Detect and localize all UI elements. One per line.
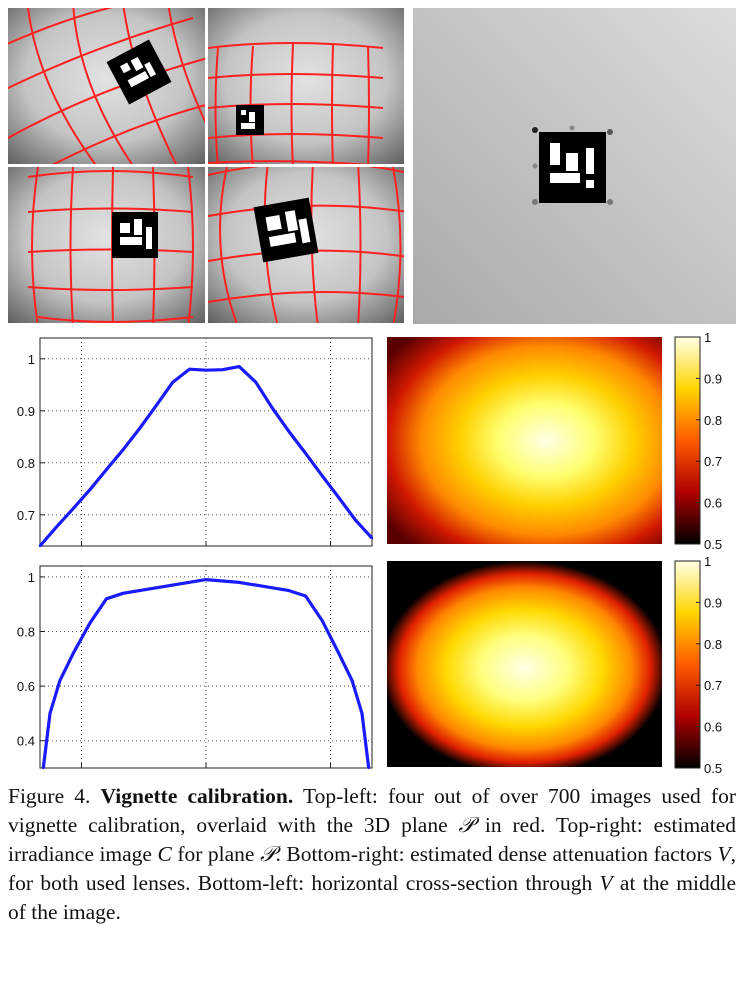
colorbar-2: 0.5 0.6 0.7 0.8 0.9 1 <box>674 556 722 774</box>
plot1-ytick-label-0: 0.7 <box>17 508 35 523</box>
plot2-point-14 <box>321 619 324 622</box>
plot1-point-15 <box>287 430 291 433</box>
plot2-point-15 <box>337 652 340 655</box>
plot2-point-6 <box>121 592 125 595</box>
cbar1-tick-label-3: 0.8 <box>704 413 722 428</box>
marker-square <box>106 39 172 105</box>
figure-title: Vignette calibration. <box>100 784 294 808</box>
plot1-point-4 <box>105 468 108 471</box>
plot2-point-8 <box>171 583 174 587</box>
plane-grid-overlay <box>208 42 384 164</box>
marker-square <box>236 105 264 135</box>
plot2-point-5 <box>105 597 108 600</box>
cbar1-tick-label-0: 0.5 <box>704 537 722 550</box>
cbar2-gradient <box>674 560 701 769</box>
cbar1-tick-label-4: 0.9 <box>704 371 722 386</box>
cross-section-plot-2: 0.4 0.6 0.8 1 <box>17 565 373 770</box>
calibration-image-1 <box>8 8 205 164</box>
colorbar-1: 0.5 0.6 0.7 0.8 0.9 1 <box>674 332 722 550</box>
cbar2-tick-label-2: 0.7 <box>704 678 722 693</box>
plot1-point-5 <box>121 448 125 451</box>
cbar2-tick-label-0: 0.5 <box>704 761 722 774</box>
plot2-point-10 <box>238 581 241 584</box>
plot1-point-1 <box>55 525 58 528</box>
plot2-point-2 <box>58 679 62 682</box>
cbar1-tick-label-1: 0.6 <box>704 496 722 511</box>
plot2-ytick-label-3: 1 <box>28 570 35 585</box>
plot1-point-13 <box>254 381 257 384</box>
marker-square <box>112 212 158 258</box>
plot1-point-12 <box>238 365 241 368</box>
calibration-image-3 <box>8 167 205 323</box>
plot1-point-7 <box>155 404 158 407</box>
figure-label: Figure 4. <box>8 784 91 808</box>
plot1-point-3 <box>88 488 92 492</box>
plot2-point-13 <box>304 594 307 598</box>
plot1-point-20 <box>370 537 374 540</box>
cbar1-tick-label-2: 0.7 <box>704 454 722 469</box>
calibration-image-4 <box>208 167 404 323</box>
plot1-point-2 <box>72 507 75 510</box>
plot1-point-9 <box>188 368 191 371</box>
cbar2-tick-label-1: 0.6 <box>704 720 722 735</box>
plot2-point-4 <box>88 622 92 625</box>
attenuation-heatmap-1 <box>387 337 662 544</box>
plot2-point-3 <box>72 652 75 655</box>
plot1-point-16 <box>304 452 307 455</box>
plot1-point-8 <box>171 381 174 384</box>
plot2-point-17 <box>360 712 364 715</box>
plane-grid-overlay <box>208 167 404 323</box>
attenuation-heatmap-2 <box>387 561 662 767</box>
marker-square <box>532 125 613 205</box>
plot1-ytick-label-1: 0.8 <box>17 456 35 471</box>
cbar2-tick-label-5: 1 <box>704 556 711 569</box>
plot2-point-9 <box>204 578 208 581</box>
calibration-image-2 <box>208 8 404 164</box>
plot1-point-18 <box>337 496 340 499</box>
plot2-point-11 <box>271 586 274 590</box>
cbar1-tick-label-5: 1 <box>704 332 711 345</box>
irradiance-image <box>413 8 736 324</box>
plot2-point-12 <box>287 589 291 592</box>
plot2-point-1 <box>48 712 52 715</box>
plot2-ytick-label-1: 0.6 <box>17 679 35 694</box>
plot2-point-18 <box>367 766 370 770</box>
figure-caption: Figure 4. Vignette calibration. Top-left… <box>8 784 736 924</box>
plot1-point-14 <box>271 407 274 410</box>
plot1-point-17 <box>321 474 324 477</box>
plot1-ytick-label-2: 0.9 <box>17 404 35 419</box>
plot1-point-10 <box>204 369 208 372</box>
plot2-point-16 <box>350 679 354 682</box>
cbar2-tick-label-4: 0.9 <box>704 595 722 610</box>
plot1-point-0 <box>38 544 42 548</box>
plot1-point-11 <box>221 368 224 371</box>
plot2-ytick-label-2: 0.8 <box>17 625 35 640</box>
plot1-point-6 <box>138 427 141 430</box>
cross-section-plot-1: 0.7 0.8 0.9 1 <box>17 337 374 548</box>
marker-square <box>253 197 319 263</box>
plot2-point-7 <box>138 589 141 592</box>
plot2-ytick-label-0: 0.4 <box>17 734 35 749</box>
cbar2-tick-label-3: 0.8 <box>704 637 722 652</box>
plot1-point-19 <box>354 518 357 522</box>
plot1-ytick-label-3: 1 <box>28 352 35 367</box>
cbar1-gradient <box>674 336 701 545</box>
plot2-point-0 <box>42 766 45 770</box>
